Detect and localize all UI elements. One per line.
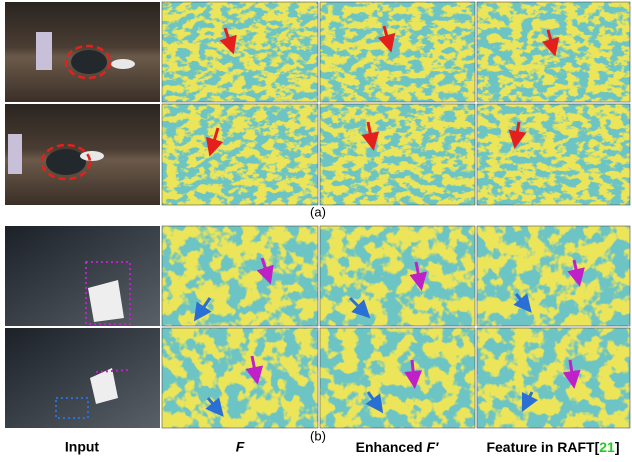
column-label: Enhanced F′ — [356, 439, 439, 455]
feature-map — [477, 2, 630, 102]
feature-map — [320, 104, 475, 205]
column-label: Input — [65, 439, 100, 455]
figure: (a) (b) Input F Enhanced F′ Feature in R… — [0, 0, 632, 462]
feature-map — [162, 104, 318, 205]
feature-map — [477, 328, 630, 428]
input-image — [5, 2, 160, 102]
feature-map — [477, 226, 630, 326]
feature-map — [162, 328, 318, 428]
column-label-text: Feature in RAFT — [486, 439, 595, 455]
feature-map — [320, 328, 475, 428]
citation-number[interactable]: 21 — [599, 439, 615, 455]
feature-map — [477, 104, 630, 205]
column-label: F — [236, 439, 245, 455]
feature-map — [320, 2, 475, 102]
panel-label: (a) — [310, 204, 326, 219]
feature-map — [162, 2, 318, 102]
citation-bracket: ] — [615, 439, 620, 455]
input-image — [5, 226, 160, 326]
panel-label: (b) — [310, 428, 326, 443]
feature-map — [320, 226, 475, 326]
input-image — [5, 104, 160, 205]
column-label-symbol: F′ — [426, 439, 439, 455]
feature-map — [162, 226, 318, 326]
input-image — [5, 328, 160, 428]
column-label-text: Enhanced — [356, 439, 427, 455]
column-label: Feature in RAFT[21] — [486, 439, 619, 455]
arrow — [412, 360, 414, 380]
